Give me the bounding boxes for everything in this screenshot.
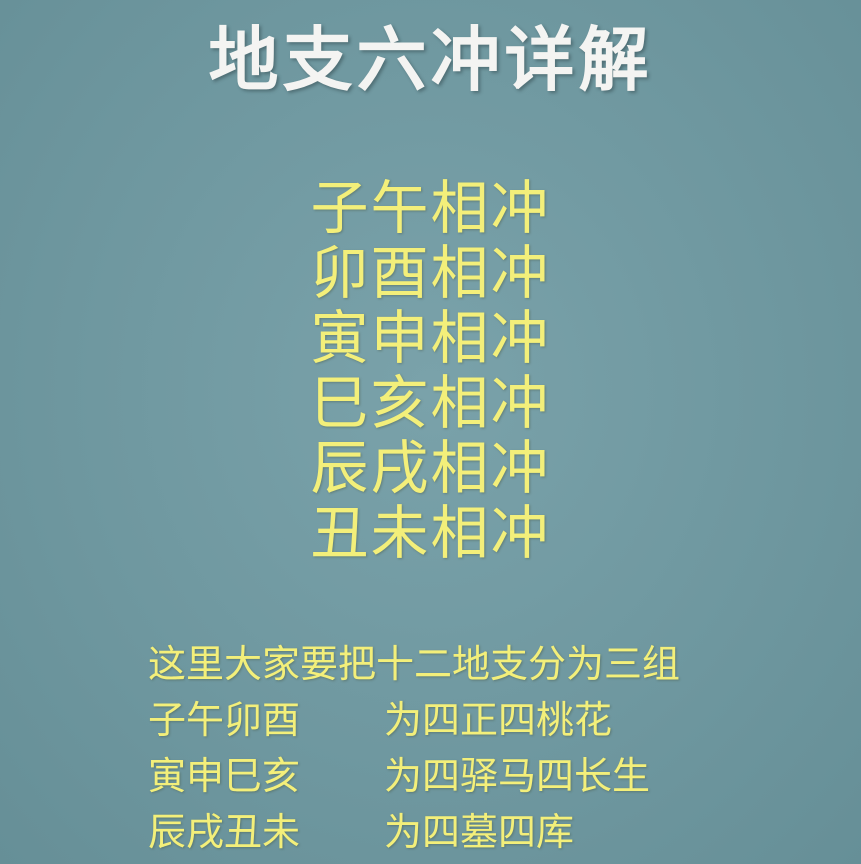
clash-pair-mao-you: 卯酉相冲 [310, 239, 551, 307]
grouping-intro: 这里大家要把十二地支分为三组 [148, 642, 681, 686]
clash-pair-yin-shen: 寅申相冲 [310, 304, 551, 372]
grouping-notes: 这里大家要把十二地支分为三组 子午卯酉 为四正四桃花 寅申巳亥 为四驿马四长生 … [148, 636, 848, 860]
clash-pair-si-hai: 巳亥相冲 [310, 369, 551, 437]
page-title: 地支六冲详解 [208, 19, 653, 101]
clash-pair-chou-wei: 丑未相冲 [310, 499, 551, 567]
group-row: 子午卯酉 为四正四桃花 [148, 692, 848, 748]
group-branches: 寅申巳亥 [148, 754, 301, 798]
clash-pair-chen-xu: 辰戌相冲 [310, 434, 551, 502]
group-branches: 子午卯酉 [148, 698, 301, 742]
group-description: 为四驿马四长生 [384, 754, 651, 798]
group-row: 寅申巳亥 为四驿马四长生 [148, 748, 848, 804]
group-branches: 辰戌丑未 [148, 810, 301, 854]
clash-pairs-list: 子午相冲 卯酉相冲 寅申相冲 巳亥相冲 辰戌相冲 丑未相冲 [0, 176, 861, 566]
group-row: 辰戌丑未 为四墓四库 [148, 804, 848, 860]
group-description: 为四正四桃花 [384, 698, 613, 742]
group-description: 为四墓四库 [384, 810, 575, 854]
clash-pair-zi-wu: 子午相冲 [310, 174, 551, 242]
